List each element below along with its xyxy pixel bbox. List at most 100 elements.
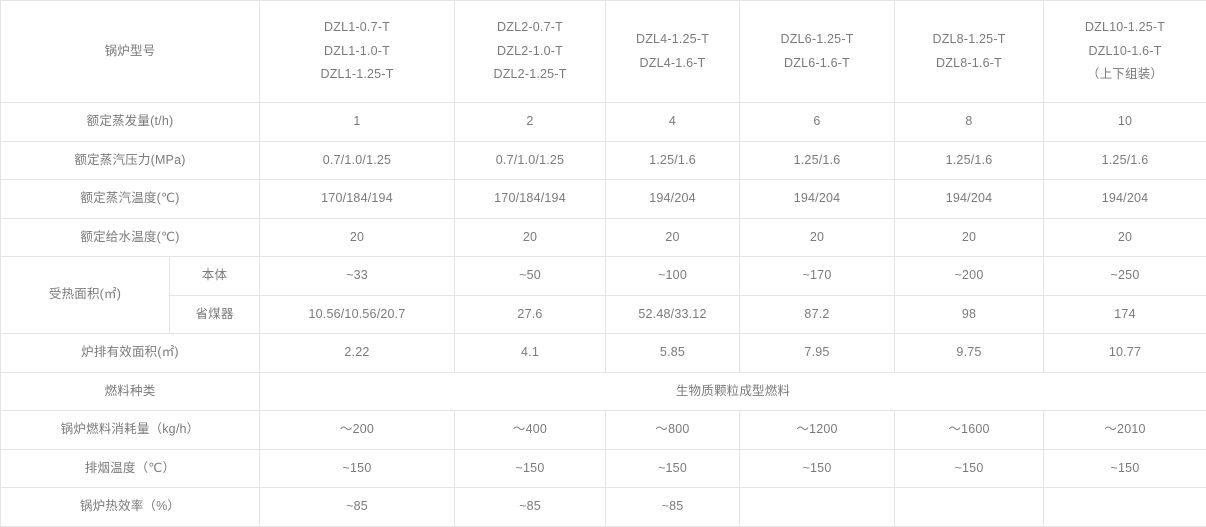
table-cell: 1.25/1.6 bbox=[605, 140, 740, 181]
model-line: DZL8-1.25-T bbox=[932, 31, 1006, 46]
model-line: DZL6-1.25-T bbox=[780, 31, 854, 46]
table-cell: ～2010 bbox=[1043, 410, 1206, 450]
table-row-rated-steam-temperature: 额定蒸汽温度(℃) 170/184/194 170/184/194 194/20… bbox=[0, 179, 1206, 219]
table-row-rated-evaporation: 额定蒸发量(t/h) 1 2 4 6 8 10 bbox=[0, 102, 1206, 142]
table-cell: 174 bbox=[1043, 294, 1206, 335]
table-cell: 9.75 bbox=[894, 333, 1044, 373]
table-cell: ~85 bbox=[605, 487, 740, 527]
table-cell-empty bbox=[739, 487, 895, 527]
model-line: DZL2-1.0-T bbox=[497, 43, 563, 58]
model-line: DZL1-1.0-T bbox=[324, 43, 390, 58]
row-label: 排烟温度（℃） bbox=[0, 448, 260, 489]
table-cell: ~150 bbox=[894, 448, 1044, 489]
table-cell: 5.85 bbox=[605, 333, 740, 373]
sub-row-label-economizer: 省煤器 bbox=[169, 294, 260, 335]
table-row-rated-steam-pressure: 额定蒸汽压力(MPa) 0.7/1.0/1.25 0.7/1.0/1.25 1.… bbox=[0, 140, 1206, 181]
table-row-exhaust-gas-temperature: 排烟温度（℃） ~150 ~150 ~150 ~150 ~150 ~150 bbox=[0, 448, 1206, 489]
row-label: 锅炉热效率（%） bbox=[0, 487, 260, 527]
table-cell: 0.7/1.0/1.25 bbox=[259, 140, 455, 181]
table-cell: 1.25/1.6 bbox=[894, 140, 1044, 181]
table-cell: ~150 bbox=[1043, 448, 1206, 489]
table-cell: 1.25/1.6 bbox=[739, 140, 895, 181]
row-label: 额定蒸汽温度(℃) bbox=[0, 179, 260, 219]
table-cell: ~170 bbox=[739, 256, 895, 296]
table-cell: ~150 bbox=[259, 448, 455, 489]
table-cell: 8 bbox=[894, 102, 1044, 142]
table-cell: 20 bbox=[454, 217, 606, 258]
table-cell: 194/204 bbox=[894, 179, 1044, 219]
table-cell: 87.2 bbox=[739, 294, 895, 335]
row-label: 额定蒸汽压力(MPa) bbox=[0, 140, 260, 181]
table-cell: 20 bbox=[739, 217, 895, 258]
model-cell-column-3: DZL4-1.25-T DZL4-1.6-T bbox=[605, 0, 740, 104]
table-row-thermal-efficiency: 锅炉热效率（%） ~85 ~85 ~85 bbox=[0, 487, 1206, 527]
table-cell: 20 bbox=[259, 217, 455, 258]
table-cell: 7.95 bbox=[739, 333, 895, 373]
model-cell-column-6: DZL10-1.25-T DZL10-1.6-T （上下组装） bbox=[1043, 0, 1206, 104]
table-cell: 170/184/194 bbox=[454, 179, 606, 219]
table-cell-fuel-type-value: 生物质颗粒成型燃料 bbox=[259, 371, 1206, 412]
table-row-fuel-consumption: 锅炉燃料消耗量（kg/h） ～200 ～400 ～800 ～1200 ～1600… bbox=[0, 410, 1206, 450]
model-line: DZL2-1.25-T bbox=[493, 67, 567, 82]
table-cell: ~85 bbox=[454, 487, 606, 527]
row-header-boiler-model: 锅炉型号 bbox=[0, 0, 260, 104]
table-cell: ～400 bbox=[454, 410, 606, 450]
model-line: DZL4-1.6-T bbox=[639, 55, 706, 70]
sub-row-label-body: 本体 bbox=[169, 256, 260, 296]
table-cell-empty bbox=[894, 487, 1044, 527]
table-cell: 4 bbox=[605, 102, 740, 142]
model-line: DZL8-1.6-T bbox=[936, 55, 1002, 70]
table-cell: 0.7/1.0/1.25 bbox=[454, 140, 606, 181]
table-cell: 194/204 bbox=[605, 179, 740, 219]
table-cell: ~85 bbox=[259, 487, 455, 527]
table-cell: ~100 bbox=[605, 256, 740, 296]
row-label: 锅炉燃料消耗量（kg/h） bbox=[0, 410, 260, 450]
table-row-heating-surface-economizer: 省煤器 10.56/10.56/20.7 27.6 52.48/33.12 87… bbox=[1, 294, 1206, 335]
table-cell: ～200 bbox=[259, 410, 455, 450]
table-cell: ~150 bbox=[739, 448, 895, 489]
table-row-rated-feedwater-temperature: 额定给水温度(℃) 20 20 20 20 20 20 bbox=[0, 217, 1206, 258]
table-cell: ～800 bbox=[605, 410, 740, 450]
table-cell: 170/184/194 bbox=[259, 179, 455, 219]
table-row-model: 锅炉型号 DZL1-0.7-T DZL1-1.0-T DZL1-1.25-T D… bbox=[0, 0, 1206, 104]
table-cell: 194/204 bbox=[1043, 179, 1206, 219]
table-cell: 20 bbox=[1043, 217, 1206, 258]
table-cell: 1 bbox=[259, 102, 455, 142]
table-cell: ~33 bbox=[259, 256, 455, 296]
table-cell: 2 bbox=[454, 102, 606, 142]
table-row-heating-surface-body: 受热面积(㎡) 本体 ~33 ~50 ~100 ~170 ~200 ~250 bbox=[0, 256, 1206, 335]
table-cell: ~200 bbox=[894, 256, 1044, 296]
table-cell: 1.25/1.6 bbox=[1043, 140, 1206, 181]
model-line: DZL1-1.25-T bbox=[320, 67, 394, 82]
table-cell: 98 bbox=[894, 294, 1044, 335]
table-cell: ～1200 bbox=[739, 410, 895, 450]
row-label: 额定蒸发量(t/h) bbox=[0, 102, 260, 142]
model-line: DZL10-1.25-T bbox=[1084, 19, 1166, 34]
table-cell: 194/204 bbox=[739, 179, 895, 219]
model-line: DZL6-1.6-T bbox=[784, 55, 850, 70]
table-cell: 10.56/10.56/20.7 bbox=[259, 294, 455, 335]
table-cell: 6 bbox=[739, 102, 895, 142]
table-row-fuel-type: 燃料种类 生物质颗粒成型燃料 bbox=[0, 371, 1206, 412]
table-row-grate-effective-area: 炉排有效面积(㎡) 2.22 4.1 5.85 7.95 9.75 10.77 bbox=[0, 333, 1206, 373]
model-cell-column-5: DZL8-1.25-T DZL8-1.6-T bbox=[894, 0, 1044, 104]
table-cell: ~50 bbox=[454, 256, 606, 296]
model-cell-column-4: DZL6-1.25-T DZL6-1.6-T bbox=[739, 0, 895, 104]
model-line: DZL4-1.25-T bbox=[635, 31, 710, 46]
table-cell: ~250 bbox=[1043, 256, 1206, 296]
model-line: DZL2-0.7-T bbox=[497, 19, 563, 34]
row-label: 炉排有效面积(㎡) bbox=[0, 333, 260, 373]
table-cell: ~150 bbox=[605, 448, 740, 489]
table-cell: 27.6 bbox=[454, 294, 606, 335]
table-cell: 10 bbox=[1043, 102, 1206, 142]
model-line: DZL10-1.6-T bbox=[1088, 43, 1162, 58]
table-cell: ～1600 bbox=[894, 410, 1044, 450]
model-line: DZL1-0.7-T bbox=[324, 19, 390, 34]
table-cell: 52.48/33.12 bbox=[605, 294, 740, 335]
table-cell: 20 bbox=[605, 217, 740, 258]
table-cell: 20 bbox=[894, 217, 1044, 258]
table-cell-empty bbox=[1043, 487, 1206, 527]
table-cell: ~150 bbox=[454, 448, 606, 489]
model-cell-column-2: DZL2-0.7-T DZL2-1.0-T DZL2-1.25-T bbox=[454, 0, 606, 104]
